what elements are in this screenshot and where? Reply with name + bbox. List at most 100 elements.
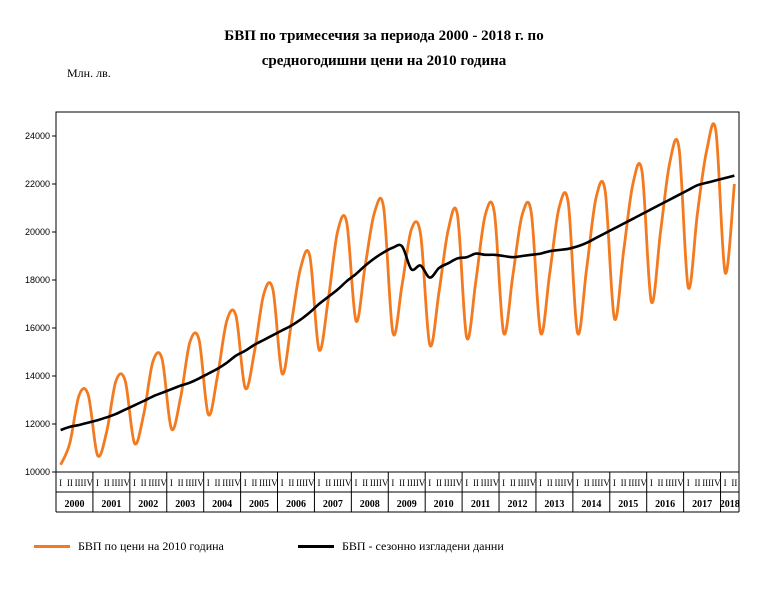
x-quarter-label: II [731,478,737,488]
x-quarter-label: I [59,478,62,488]
y-tick-label: 18000 [25,275,50,285]
x-quarter-label: II [104,478,110,488]
x-quarter-label: I [96,478,99,488]
x-quarter-label: IV [379,478,389,488]
x-quarter-label: II [584,478,590,488]
x-quarter-label: III [665,478,674,488]
x-quarter-label: I [281,478,284,488]
x-quarter-label: I [576,478,579,488]
x-quarter-label: I [207,478,210,488]
x-quarter-label: II [362,478,368,488]
y-tick-label: 16000 [25,323,50,333]
x-quarter-label: II [510,478,516,488]
x-quarter-label: III [370,478,379,488]
x-quarter-label: I [613,478,616,488]
x-quarter-label: II [178,478,184,488]
x-year-label: 2003 [175,499,195,510]
x-quarter-label: III [407,478,416,488]
x-quarter-label: III [185,478,194,488]
x-quarter-label: I [170,478,173,488]
x-year-label: 2006 [286,499,306,510]
x-quarter-label: I [428,478,431,488]
x-quarter-label: IV [416,478,426,488]
x-quarter-label: I [724,478,727,488]
x-quarter-label: IV [453,478,463,488]
x-quarter-label: I [354,478,357,488]
x-quarter-label: IV [305,478,315,488]
x-quarter-label: II [325,478,331,488]
x-quarter-label: IV [564,478,574,488]
x-quarter-label: IV [231,478,241,488]
x-quarter-label: I [244,478,247,488]
legend-label-gdp: БВП по цени на 2010 година [78,539,224,553]
x-quarter-label: III [333,478,342,488]
x-year-label: 2005 [249,499,269,510]
legend-label-gdp-seasonally-adjusted: БВП - сезонно изгладени данни [342,539,504,553]
x-quarter-label: IV [84,478,94,488]
x-quarter-label: II [547,478,553,488]
x-quarter-label: I [465,478,468,488]
y-tick-label: 20000 [25,227,50,237]
x-quarter-label: I [650,478,653,488]
legend-item-gdp-seasonally-adjusted: БВП - сезонно изгладени данни [298,539,504,554]
x-year-label: 2016 [655,499,675,510]
x-quarter-label: IV [194,478,204,488]
x-quarter-label: I [687,478,690,488]
y-tick-label: 14000 [25,371,50,381]
x-quarter-label: III [555,478,564,488]
x-quarter-label: II [621,478,627,488]
x-year-label: 2010 [434,499,454,510]
y-axis-unit-label: Млн. лв. [67,66,111,80]
x-quarter-label: II [473,478,479,488]
x-quarter-label: II [436,478,442,488]
x-quarter-label: II [67,478,73,488]
x-quarter-label: I [318,478,321,488]
x-quarter-label: III [481,478,490,488]
x-quarter-label: III [75,478,84,488]
x-year-label: 2011 [471,499,490,510]
x-quarter-label: III [444,478,453,488]
x-quarter-label: I [391,478,394,488]
x-quarter-label: III [591,478,600,488]
y-tick-label: 10000 [25,467,50,477]
x-quarter-label: IV [120,478,130,488]
x-year-label: 2015 [618,499,638,510]
x-quarter-label: IV [637,478,647,488]
series-line-gdp-seasonally-adjusted [60,174,735,432]
x-quarter-label: II [694,478,700,488]
y-tick-label: 22000 [25,179,50,189]
x-quarter-label: I [502,478,505,488]
y-tick-label: 24000 [25,131,50,141]
x-quarter-label: II [399,478,405,488]
x-year-label: 2013 [544,499,564,510]
x-quarter-label: IV [342,478,352,488]
x-year-label: 2000 [64,499,84,510]
x-year-label: 2009 [397,499,417,510]
x-year-label: 2014 [581,499,601,510]
chart-title-line1: БВП по тримесечия за периода 2000 - 2018… [224,28,544,44]
x-quarter-label: III [628,478,637,488]
x-quarter-label: III [148,478,157,488]
x-quarter-label: III [296,478,305,488]
x-quarter-label: III [222,478,231,488]
x-quarter-label: IV [527,478,537,488]
legend-swatch-gdp-seasonally-adjusted [298,545,334,548]
x-quarter-label: II [215,478,221,488]
x-quarter-label: IV [490,478,500,488]
x-year-label: 2007 [323,499,343,510]
x-quarter-label: III [702,478,711,488]
x-year-label: 2012 [507,499,527,510]
x-year-label: 2001 [101,499,121,510]
legend-item-gdp: БВП по цени на 2010 година [34,539,224,554]
x-quarter-label: II [288,478,294,488]
x-year-label: 2004 [212,499,232,510]
x-year-label: 2018 [720,499,740,510]
x-quarter-label: IV [157,478,167,488]
x-quarter-label: II [658,478,664,488]
series-line-gdp [59,122,736,466]
x-quarter-label: IV [674,478,684,488]
x-quarter-label: IV [268,478,278,488]
x-quarter-label: I [133,478,136,488]
x-quarter-label: III [259,478,268,488]
